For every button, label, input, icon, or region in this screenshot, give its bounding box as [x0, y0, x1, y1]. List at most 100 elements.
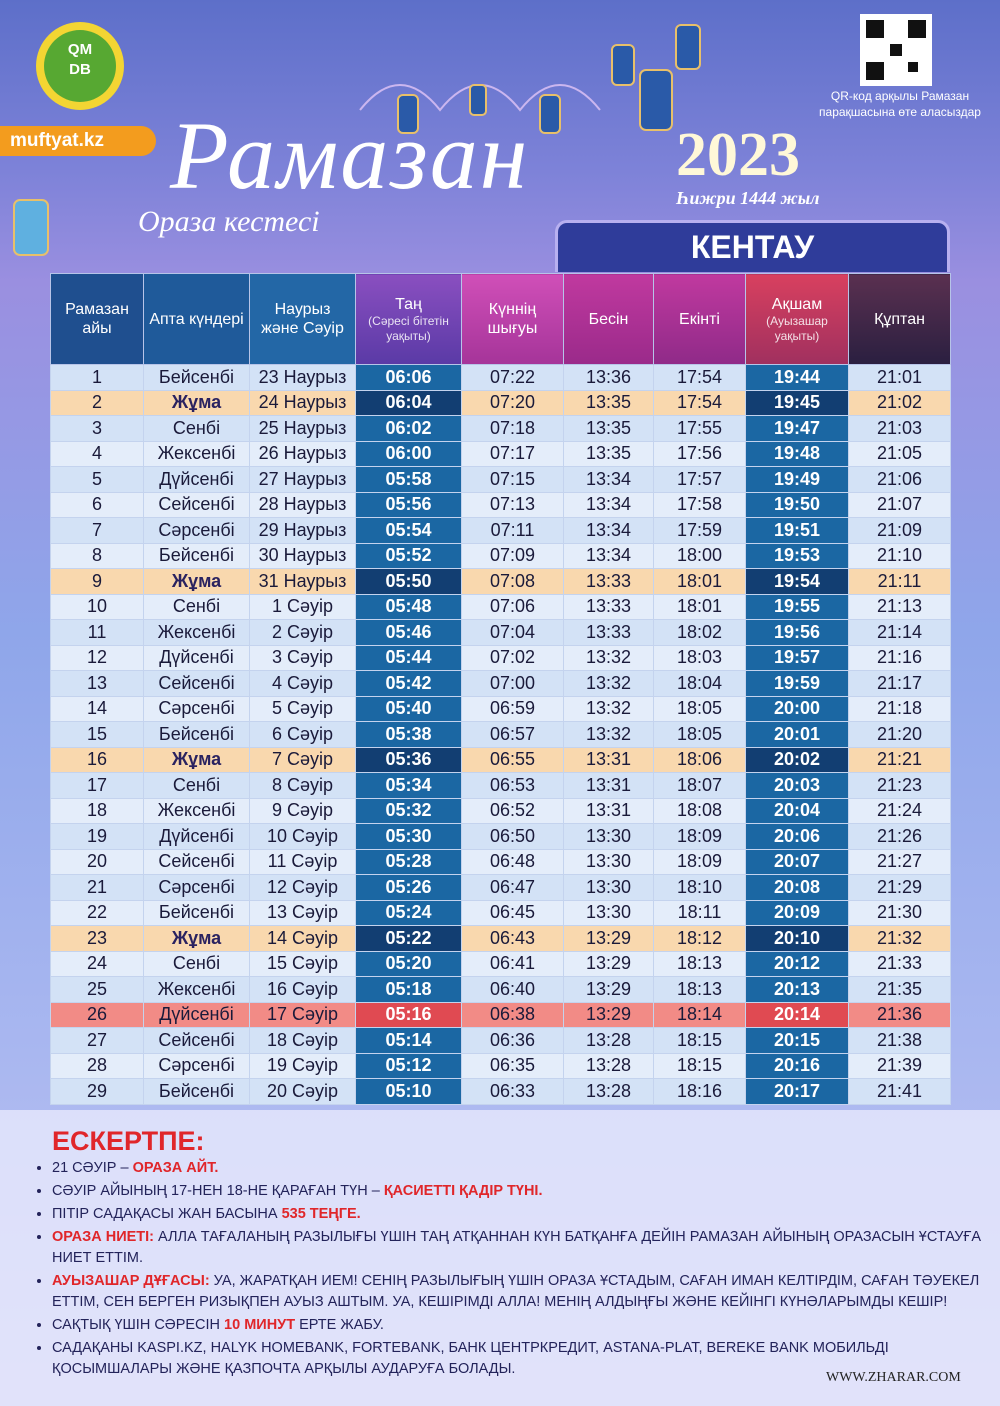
cell: 19 [50, 823, 144, 850]
cell: 18:11 [653, 899, 746, 926]
column-header: Бесін [563, 273, 654, 365]
cell: 07:17 [461, 440, 564, 467]
header-text: Бесін [588, 310, 629, 328]
cell: 20 [50, 848, 144, 875]
row: 9 Жұма 31 Наурыз 05:50 07:08 13:33 18:01 19:54 2… [50, 568, 951, 595]
cell: 18:03 [653, 644, 746, 671]
row: 14 Сәрсенбі 5 Сәуір 05:40 06:59 13:32 18:05 20:… [50, 695, 951, 722]
note-text: 535 ТЕҢГЕ. [281, 1206, 361, 1222]
cell: 06:52 [461, 797, 564, 824]
row: 28 Сәрсенбі 19 Сәуір 05:12 06:35 13:28 18:15 20… [50, 1052, 951, 1079]
row: 24 Сенбі 15 Сәуір 05:20 06:41 13:29 18:13 20:12… [50, 950, 951, 977]
cell: 06:33 [461, 1078, 564, 1105]
cell: 06:59 [461, 695, 564, 722]
row: 20 Сейсенбі 11 Сәуір 05:28 06:48 13:30 18:09 20… [50, 848, 951, 875]
cell: 21:41 [848, 1078, 951, 1105]
cell: 06:53 [461, 772, 564, 799]
row: 6 Сейсенбі 28 Наурыз 05:56 07:13 13:34 17:58 19… [50, 491, 951, 518]
cell: 25 Наурыз [249, 415, 356, 442]
row: 10 Сенбі 1 Сәуір 05:48 07:06 13:33 18:01 19:55 2… [50, 593, 951, 620]
logo-text: QM [67, 41, 93, 58]
cell: 30 Наурыз [249, 542, 356, 569]
cell: 05:50 [355, 568, 462, 595]
cell: 18:06 [653, 746, 746, 773]
note-text: ОРАЗА НИЕТІ: [52, 1229, 155, 1245]
cell: 13:36 [563, 364, 654, 391]
cell: 19:44 [745, 364, 849, 391]
cell: 22 [50, 899, 144, 926]
cell: 21:05 [848, 440, 951, 467]
cell: 06:57 [461, 721, 564, 748]
hijri: Һижри 1444 жыл [676, 188, 820, 208]
cell: 06:45 [461, 899, 564, 926]
cell: 20:09 [745, 899, 849, 926]
row: 5 Дүйсенбі 27 Наурыз 05:58 07:15 13:34 17:57 19… [50, 466, 951, 493]
cell: 4 Сәуір [249, 670, 356, 697]
cell: 05:26 [355, 874, 462, 901]
column-header: Күннің шығуы [461, 273, 564, 365]
cell: 24 Наурыз [249, 389, 356, 416]
cell: Сәрсенбі [143, 1052, 250, 1079]
row: 11 Жексенбі 2 Сәуір 05:46 07:04 13:33 18:02 19:… [50, 619, 951, 646]
note-text: СӘУІР АЙЫНЫҢ 17-НЕН 18-НЕ ҚАРАҒАН ТҮН – [52, 1183, 384, 1199]
cell: 06:00 [355, 440, 462, 467]
cell: 21:39 [848, 1052, 951, 1079]
cell: 13:35 [563, 415, 654, 442]
cell: 17:54 [653, 389, 746, 416]
notes-panel [0, 1110, 1000, 1406]
cell: 07:13 [461, 491, 564, 518]
cell: 17:57 [653, 466, 746, 493]
cell: 05:58 [355, 466, 462, 493]
cell: Дүйсенбі [143, 1001, 250, 1028]
cell: 13:31 [563, 772, 654, 799]
cell: 06:38 [461, 1001, 564, 1028]
header-text: Құптан [874, 310, 925, 328]
cell: 18:15 [653, 1052, 746, 1079]
cell: 18:01 [653, 593, 746, 620]
cell: 7 Сәуір [249, 746, 356, 773]
cell: 4 [50, 440, 144, 467]
cell: 20:03 [745, 772, 849, 799]
note-item: ОРАЗА НИЕТІ: АЛЛА ТАҒАЛАНЫҢ РАЗЫЛЫҒЫ ҮШІ… [52, 1227, 982, 1269]
note-text: ОРАЗА АЙТ. [132, 1160, 219, 1176]
cell: 13:34 [563, 542, 654, 569]
title: Рамазан [170, 102, 530, 209]
note-text: 21 СӘУІР – [52, 1160, 133, 1176]
cell: 06:55 [461, 746, 564, 773]
row: 29 Бейсенбі 20 Сәуір 05:10 06:33 13:28 18:16 20… [50, 1078, 951, 1105]
cell: 21:06 [848, 466, 951, 493]
cell: Жұма [143, 389, 250, 416]
notes-list: 21 СӘУІР – ОРАЗА АЙТ. СӘУІР АЙЫНЫҢ 17-НЕН… [32, 1158, 982, 1382]
note-text: ПІТІР САДАҚАСЫ ЖАН БАСЫНА [52, 1206, 282, 1222]
column-header: Таң (Сәресі бітетін уақыты) [355, 273, 462, 365]
cell: 17:56 [653, 440, 746, 467]
crescent [250, 15, 321, 98]
cell: 07:08 [461, 568, 564, 595]
cell: 29 [50, 1078, 144, 1105]
cell: 07:18 [461, 415, 564, 442]
cell: Дүйсенбі [143, 644, 250, 671]
row: 2 Жұма 24 Наурыз 06:04 07:20 13:35 17:54 19:45 2… [50, 389, 951, 416]
cell: 10 Сәуір [249, 823, 356, 850]
row: 18 Жексенбі 9 Сәуір 05:32 06:52 13:31 18:08 20:… [50, 797, 951, 824]
cell: 2 Сәуір [249, 619, 356, 646]
cell: 1 Сәуір [249, 593, 356, 620]
cell: 19:54 [745, 568, 849, 595]
cell: 12 Сәуір [249, 874, 356, 901]
footer: WWW.ZHARAR.COM [826, 1370, 961, 1385]
column-header: Ақшам (Ауызашар уақыты) [745, 273, 849, 365]
cell: 20:16 [745, 1052, 849, 1079]
row: 25 Жексенбі 16 Сәуір 05:18 06:40 13:29 18:13 20… [50, 976, 951, 1003]
cell: 11 [50, 619, 144, 646]
cell: 13:28 [563, 1052, 654, 1079]
note-text: ҚАСИЕТТІ ҚАДІР ТҮНІ. [383, 1183, 543, 1199]
cell: 05:28 [355, 848, 462, 875]
cell: Жұма [143, 925, 250, 952]
cell: Бейсенбі [143, 364, 250, 391]
cell: 19 Сәуір [249, 1052, 356, 1079]
cell: 07:15 [461, 466, 564, 493]
cell: 18 Сәуір [249, 1027, 356, 1054]
cell: 05:32 [355, 797, 462, 824]
cell: 05:16 [355, 1001, 462, 1028]
